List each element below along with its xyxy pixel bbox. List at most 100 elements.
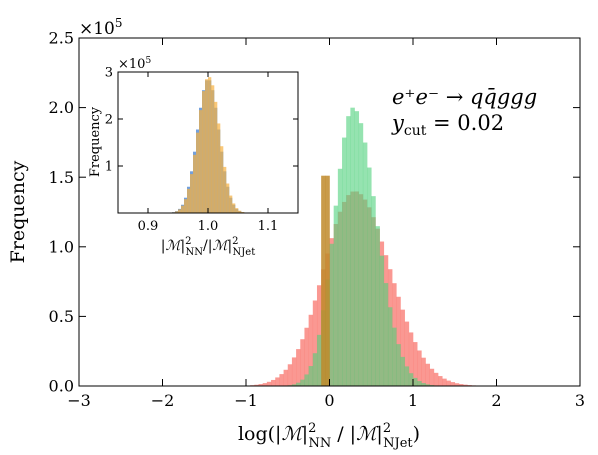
inset-bar-series-1	[187, 188, 191, 213]
main-bar-series-1	[346, 116, 351, 386]
main-bar-series-0	[283, 369, 289, 386]
main-bar-series-1	[387, 307, 393, 386]
main-histogram-bars	[250, 107, 476, 387]
inset-bar-series-1	[202, 91, 206, 213]
main-bar-series-0	[254, 384, 259, 386]
inset-bar-series-1	[208, 77, 212, 213]
main-bar-series-1	[308, 366, 314, 386]
inset-bar-series-1	[238, 210, 242, 213]
main-bar-series-0	[291, 357, 297, 386]
main-bar-series-0	[450, 382, 456, 386]
main-bar-series-1	[383, 283, 389, 386]
inset-histogram-bars	[169, 77, 248, 213]
main-x-tick-label: 2	[491, 391, 501, 410]
main-bar-series-1	[296, 382, 301, 386]
inset-bar-series-1	[199, 110, 203, 213]
inset-x-tick-label: 0.9	[138, 219, 159, 234]
main-bar-series-1	[333, 205, 339, 386]
inset-y-tick-label: 1	[105, 160, 113, 175]
main-bar-series-0	[408, 332, 414, 386]
inset-bar-series-1	[226, 183, 230, 213]
main-y-multiplier: ×105	[79, 16, 123, 39]
main-x-tick-label: −1	[234, 391, 258, 410]
main-bar-series-0	[413, 342, 418, 386]
inset-bar-series-1	[229, 195, 233, 213]
process-annotation: e⁺e⁻ → qq̄ggg	[392, 85, 537, 109]
main-bar-series-1	[417, 381, 422, 386]
inset-y-axis-label: Frequency	[88, 106, 103, 177]
main-bar-series-1	[425, 384, 430, 386]
main-bar-series-0	[308, 314, 314, 386]
main-bar-series-1	[396, 344, 401, 386]
main-bar-series-0	[304, 327, 309, 386]
inset-y-multiplier: ×105	[118, 56, 151, 72]
inset-bar-series-1	[232, 203, 236, 213]
inset-bar-series-1	[205, 79, 209, 213]
main-bar-series-2	[321, 175, 326, 386]
main-bar-series-1	[316, 334, 322, 386]
main-bar-series-0	[312, 300, 318, 386]
main-bar-series-1	[392, 327, 397, 386]
main-bar-series-1	[400, 356, 405, 386]
main-x-tick-label: 1	[408, 391, 418, 410]
main-bar-series-1	[362, 142, 368, 386]
ycut-annotation: ycut = 0.02	[391, 111, 504, 139]
main-bar-series-0	[442, 378, 447, 386]
main-bar-series-1	[304, 374, 309, 386]
main-y-ticks: 0.0 0.5 1.0 1.5 2.0 2.5	[49, 29, 580, 396]
inset-bar-series-1	[184, 199, 188, 213]
main-bar-series-0	[417, 350, 422, 386]
main-bar-series-1	[358, 123, 364, 386]
main-bar-series-1	[408, 373, 414, 386]
main-y-tick-label: 0.5	[49, 307, 74, 326]
inset-bar-series-1	[178, 209, 182, 213]
main-bar-series-0	[400, 309, 405, 386]
main-bar-series-0	[438, 376, 443, 386]
inset-bar-series-1	[175, 211, 179, 213]
main-bar-series-1	[300, 379, 305, 386]
main-x-axis-label: log(|ℳ|2 NN / |ℳ|2 NJet)	[238, 421, 420, 451]
inset-x-tick-label: 1.1	[258, 219, 279, 234]
inset-x-ticks: 0.9 1.0 1.1	[138, 72, 279, 234]
inset-bar-series-1	[217, 123, 221, 213]
main-y-tick-label: 1.0	[49, 237, 74, 256]
main-bar-series-1	[342, 137, 347, 386]
inset-bar-series-1	[193, 154, 197, 213]
main-x-tick-label: 3	[575, 391, 585, 410]
main-bar-series-0	[279, 374, 284, 386]
inset-bar-series-1	[181, 205, 185, 213]
main-x-ticks: −3 −2 −1 0 1 2 3	[67, 38, 585, 410]
main-bar-series-0	[454, 383, 460, 386]
inset-bar-series-1	[211, 85, 215, 213]
main-bar-series-0	[296, 349, 301, 386]
main-bar-series-0	[396, 296, 401, 386]
main-bar-series-1	[421, 383, 426, 386]
main-bar-series-0	[425, 363, 430, 386]
main-bar-series-1	[375, 226, 380, 386]
main-y-tick-label: 2.0	[49, 98, 74, 117]
main-bar-series-0	[446, 380, 451, 386]
main-bar-series-1	[379, 255, 385, 386]
main-bar-series-1	[350, 107, 355, 387]
main-bar-series-0	[300, 339, 305, 386]
main-bar-series-1	[367, 167, 372, 386]
main-bar-series-1	[371, 196, 376, 386]
main-bar-series-0	[463, 384, 468, 386]
inset-bar-series-1	[220, 146, 224, 213]
main-bar-series-1	[354, 111, 360, 386]
main-bar-series-0	[262, 383, 268, 386]
inset-bar-series-1	[190, 174, 194, 213]
inset-y-ticks: 1 2 3	[105, 66, 298, 175]
main-bar-series-0	[258, 384, 263, 386]
inset-bar-series-1	[196, 132, 200, 213]
main-y-tick-label: 2.5	[49, 29, 74, 48]
main-bar-series-0	[271, 379, 276, 386]
main-bar-series-0	[266, 381, 272, 386]
main-bar-series-1	[312, 353, 318, 386]
inset-bar-series-1	[223, 166, 227, 213]
main-x-tick-label: −3	[67, 391, 91, 410]
inset-y-tick-label: 3	[105, 66, 113, 81]
main-y-axis-label: Frequency	[7, 160, 29, 263]
inset-bar-series-1	[214, 101, 218, 213]
main-bar-series-1	[329, 243, 334, 386]
